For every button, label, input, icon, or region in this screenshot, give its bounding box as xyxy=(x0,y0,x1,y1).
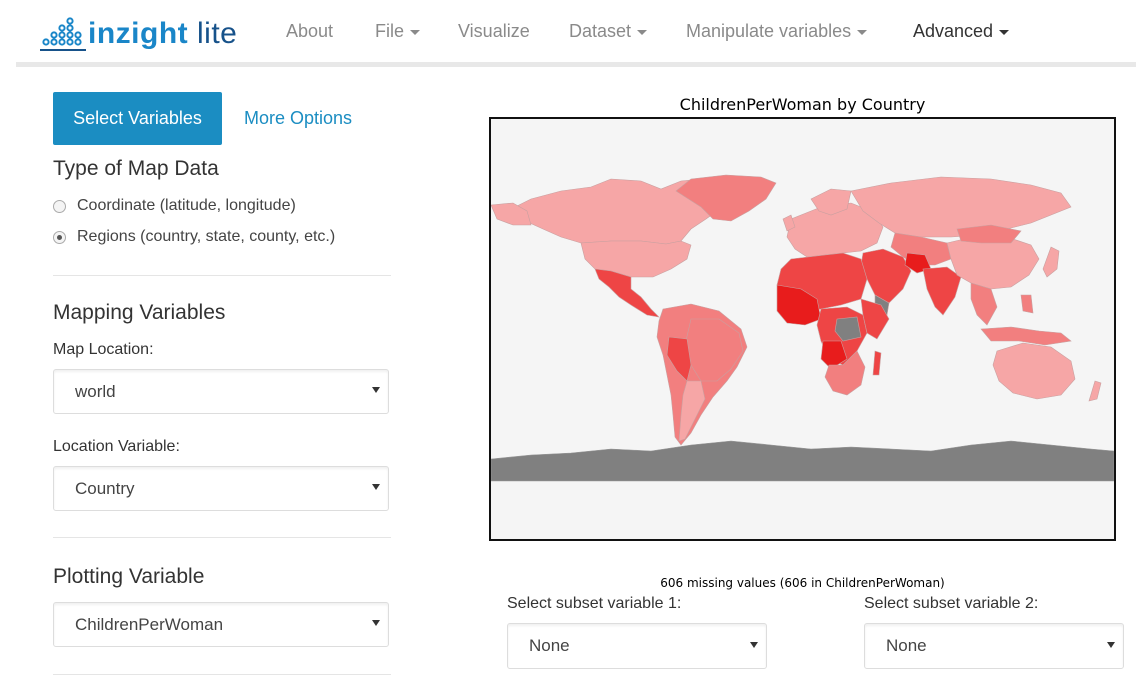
map-region-philippines xyxy=(1020,294,1034,314)
divider xyxy=(53,674,391,675)
nav-file-label: File xyxy=(375,21,405,41)
map-region-argentina xyxy=(678,380,706,442)
radio-regions-label: Regions (country, state, county, etc.) xyxy=(77,228,336,245)
world-choropleth-map xyxy=(491,174,1114,482)
subset-variable-1-select[interactable]: None xyxy=(507,623,767,669)
more-options-label: More Options xyxy=(244,108,353,128)
map-location-value: world xyxy=(75,381,116,401)
map-region-southern-africa xyxy=(824,350,866,396)
dropdown-arrow-icon xyxy=(372,484,380,490)
divider xyxy=(53,275,391,276)
nav-visualize[interactable]: Visualize xyxy=(458,21,530,42)
logo-main-text: inzight xyxy=(88,17,189,50)
map-region-central-asia xyxy=(890,232,952,266)
nav-dataset-label: Dataset xyxy=(569,21,632,41)
caret-down-icon xyxy=(857,29,868,35)
map-region-alaska xyxy=(491,202,532,226)
radio-coordinate[interactable]: Coordinate (latitude, longitude) xyxy=(53,197,296,215)
map-region-scandinavia xyxy=(810,188,852,216)
select-variables-button[interactable]: Select Variables xyxy=(53,92,222,145)
missing-values-note: 606 missing values (606 in ChildrenPerWo… xyxy=(660,576,945,590)
map-location-select[interactable]: world xyxy=(53,369,389,414)
map-region-uk xyxy=(782,214,796,232)
mapping-variables-heading: Mapping Variables xyxy=(53,301,226,324)
map-region-indonesia xyxy=(980,326,1072,346)
map-location-label: Map Location: xyxy=(53,341,154,358)
dropdown-arrow-icon xyxy=(372,387,380,393)
map-region-japan xyxy=(1042,246,1060,278)
map-region-europe xyxy=(786,202,884,258)
map-region-greenland xyxy=(675,174,777,222)
map-region-australia xyxy=(992,342,1076,400)
nav-advanced[interactable]: Advanced xyxy=(913,21,1010,42)
map-region-mexico xyxy=(594,268,660,318)
dropdown-arrow-icon xyxy=(372,620,380,626)
nav-manipulate-variables[interactable]: Manipulate variables xyxy=(686,21,868,42)
subset-variable-1-label: Select subset variable 1: xyxy=(507,595,682,612)
radio-coordinate-label: Coordinate (latitude, longitude) xyxy=(77,197,296,214)
radio-button-selected[interactable] xyxy=(53,230,66,244)
map-region-new-zealand xyxy=(1088,380,1102,402)
plot-title: ChildrenPerWoman by Country xyxy=(679,95,926,114)
subset-variable-2-label: Select subset variable 2: xyxy=(864,595,1039,612)
dropdown-arrow-icon xyxy=(1107,642,1115,648)
location-variable-select[interactable]: Country xyxy=(53,466,389,511)
logo-sub-text: lite xyxy=(196,17,238,50)
subset-variable-2-select[interactable]: None xyxy=(864,623,1124,669)
map-region-west-africa xyxy=(776,284,822,326)
radio-button[interactable] xyxy=(53,199,66,213)
plotting-variable-heading: Plotting Variable xyxy=(53,565,205,588)
inzight-logo-icon[interactable] xyxy=(36,14,92,54)
more-options-link[interactable]: More Options xyxy=(244,108,352,129)
map-plot xyxy=(489,117,1116,541)
divider xyxy=(53,537,391,538)
plotting-variable-select[interactable]: ChildrenPerWoman xyxy=(53,602,389,647)
nav-visualize-label: Visualize xyxy=(458,21,530,41)
map-region-se-asia xyxy=(970,282,998,326)
dropdown-arrow-icon xyxy=(750,642,758,648)
subset-variable-2-value: None xyxy=(886,636,927,655)
subset-variable-1-value: None xyxy=(529,636,570,655)
map-region-congo xyxy=(820,340,848,370)
caret-down-icon xyxy=(999,29,1010,35)
logo-wordmark[interactable]: inzight lite xyxy=(88,19,237,49)
nav-dataset[interactable]: Dataset xyxy=(569,21,648,42)
type-of-map-heading: Type of Map Data xyxy=(53,157,219,180)
select-variables-label: Select Variables xyxy=(73,108,202,128)
plotting-variable-value: ChildrenPerWoman xyxy=(75,614,224,634)
map-region-india xyxy=(922,266,962,316)
caret-down-icon xyxy=(637,29,648,35)
map-region-antarctica xyxy=(491,440,1114,482)
location-variable-label: Location Variable: xyxy=(53,438,180,455)
nav-about-label: About xyxy=(286,21,334,41)
map-region-madagascar xyxy=(872,350,882,376)
location-variable-value: Country xyxy=(75,478,135,498)
top-navbar: inzight lite About File Visualize Datase… xyxy=(16,0,1136,67)
nav-about[interactable]: About xyxy=(286,21,333,42)
nav-file[interactable]: File xyxy=(375,21,421,42)
caret-down-icon xyxy=(410,29,421,35)
map-region-sudan-missing xyxy=(834,316,862,342)
map-region-russia xyxy=(850,176,1072,238)
map-region-east-africa xyxy=(860,298,890,340)
radio-regions[interactable]: Regions (country, state, county, etc.) xyxy=(53,228,335,246)
nav-manipulate-label: Manipulate variables xyxy=(686,21,852,41)
map-region-mongolia xyxy=(956,224,1022,244)
nav-advanced-label: Advanced xyxy=(913,21,994,41)
